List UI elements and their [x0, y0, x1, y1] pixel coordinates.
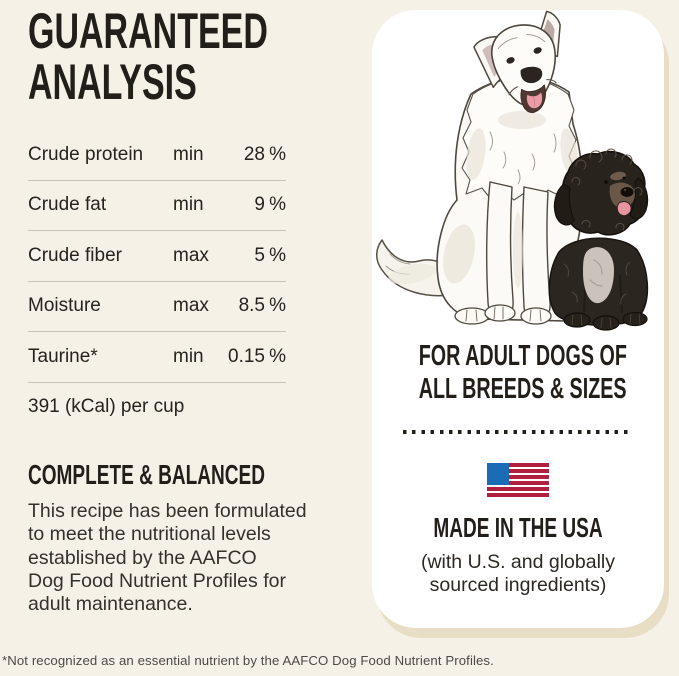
value-label: 9: [254, 194, 265, 216]
table-row: Crude protein min 28 %: [28, 130, 286, 181]
basis-label: min: [173, 143, 204, 165]
complete-balanced-title: COMPLETE & BALANCED: [28, 459, 265, 490]
table-row: Taurine* min 0.15 %: [28, 332, 286, 383]
dotted-divider: [403, 430, 633, 434]
basis-label: min: [173, 345, 204, 367]
table-row: Moisture max 8.5 %: [28, 282, 286, 332]
body-line: to meet the nutritional levels: [28, 523, 271, 546]
headline-line-2: ALL BREEDS & SIZES: [418, 373, 627, 405]
usa-flag-canton: [487, 463, 509, 485]
usa-flag-stripes: [487, 463, 549, 497]
value-label: 0.15: [228, 345, 265, 367]
guaranteed-analysis-title: GUARANTEED ANALYSIS: [28, 6, 268, 108]
unit-label: %: [269, 143, 286, 165]
basis-label: max: [173, 295, 209, 317]
guaranteed-analysis-table: Crude protein min 28 % Crude fat min 9 %…: [28, 130, 286, 432]
made-in-usa-subtitle: (with U.S. and globally sourced ingredie…: [372, 551, 664, 597]
nutrient-label: Crude fiber: [28, 244, 122, 266]
body-line: established by the AAFCO: [28, 546, 257, 569]
table-row: Crude fat min 9 %: [28, 181, 286, 231]
unit-label: %: [269, 194, 286, 216]
footnote: *Not recognized as an essential nutrient…: [2, 653, 494, 668]
card-headline: FOR ADULT DOGS OF ALL BREEDS & SIZES: [418, 340, 627, 406]
unit-label: %: [269, 345, 286, 367]
dogs-illustration: [376, 10, 649, 331]
black-dog: [548, 148, 649, 331]
nutrient-label: Crude fat: [28, 194, 107, 216]
title-line-2: ANALYSIS: [28, 54, 197, 110]
info-card: FOR ADULT DOGS OF ALL BREEDS & SIZES MAD…: [372, 10, 664, 628]
made-in-usa-title: MADE IN THE USA: [433, 512, 603, 543]
body-line: This recipe has been formulated: [28, 500, 307, 522]
nutrient-label: Taurine*: [28, 345, 98, 367]
unit-label: %: [269, 295, 286, 317]
value-label: 28: [243, 143, 265, 165]
basis-label: max: [173, 244, 209, 266]
basis-label: min: [173, 194, 204, 216]
white-dog-head: [473, 10, 561, 113]
usa-flag-icon: [487, 463, 549, 497]
body-line: adult maintenance.: [28, 593, 193, 616]
nutrient-label: Crude protein: [28, 143, 144, 165]
subtitle-line-2: sourced ingredients): [429, 574, 607, 596]
nutrient-label: Moisture: [28, 295, 101, 317]
complete-balanced-section: COMPLETE & BALANCED This recipe has been…: [28, 460, 313, 616]
subtitle-line-1: (with U.S. and globally: [420, 551, 615, 573]
value-label: 8.5: [238, 295, 265, 317]
headline-line-1: FOR ADULT DOGS OF: [418, 340, 627, 372]
title-line-1: GUARANTEED: [28, 3, 268, 59]
table-row: Crude fiber max 5 %: [28, 231, 286, 282]
calories-note: 391 (kCal) per cup: [28, 396, 185, 417]
white-dog: [376, 10, 584, 325]
unit-label: %: [269, 244, 286, 266]
value-label: 5: [254, 244, 265, 266]
body-line: Dog Food Nutrient Profiles for: [28, 569, 286, 592]
